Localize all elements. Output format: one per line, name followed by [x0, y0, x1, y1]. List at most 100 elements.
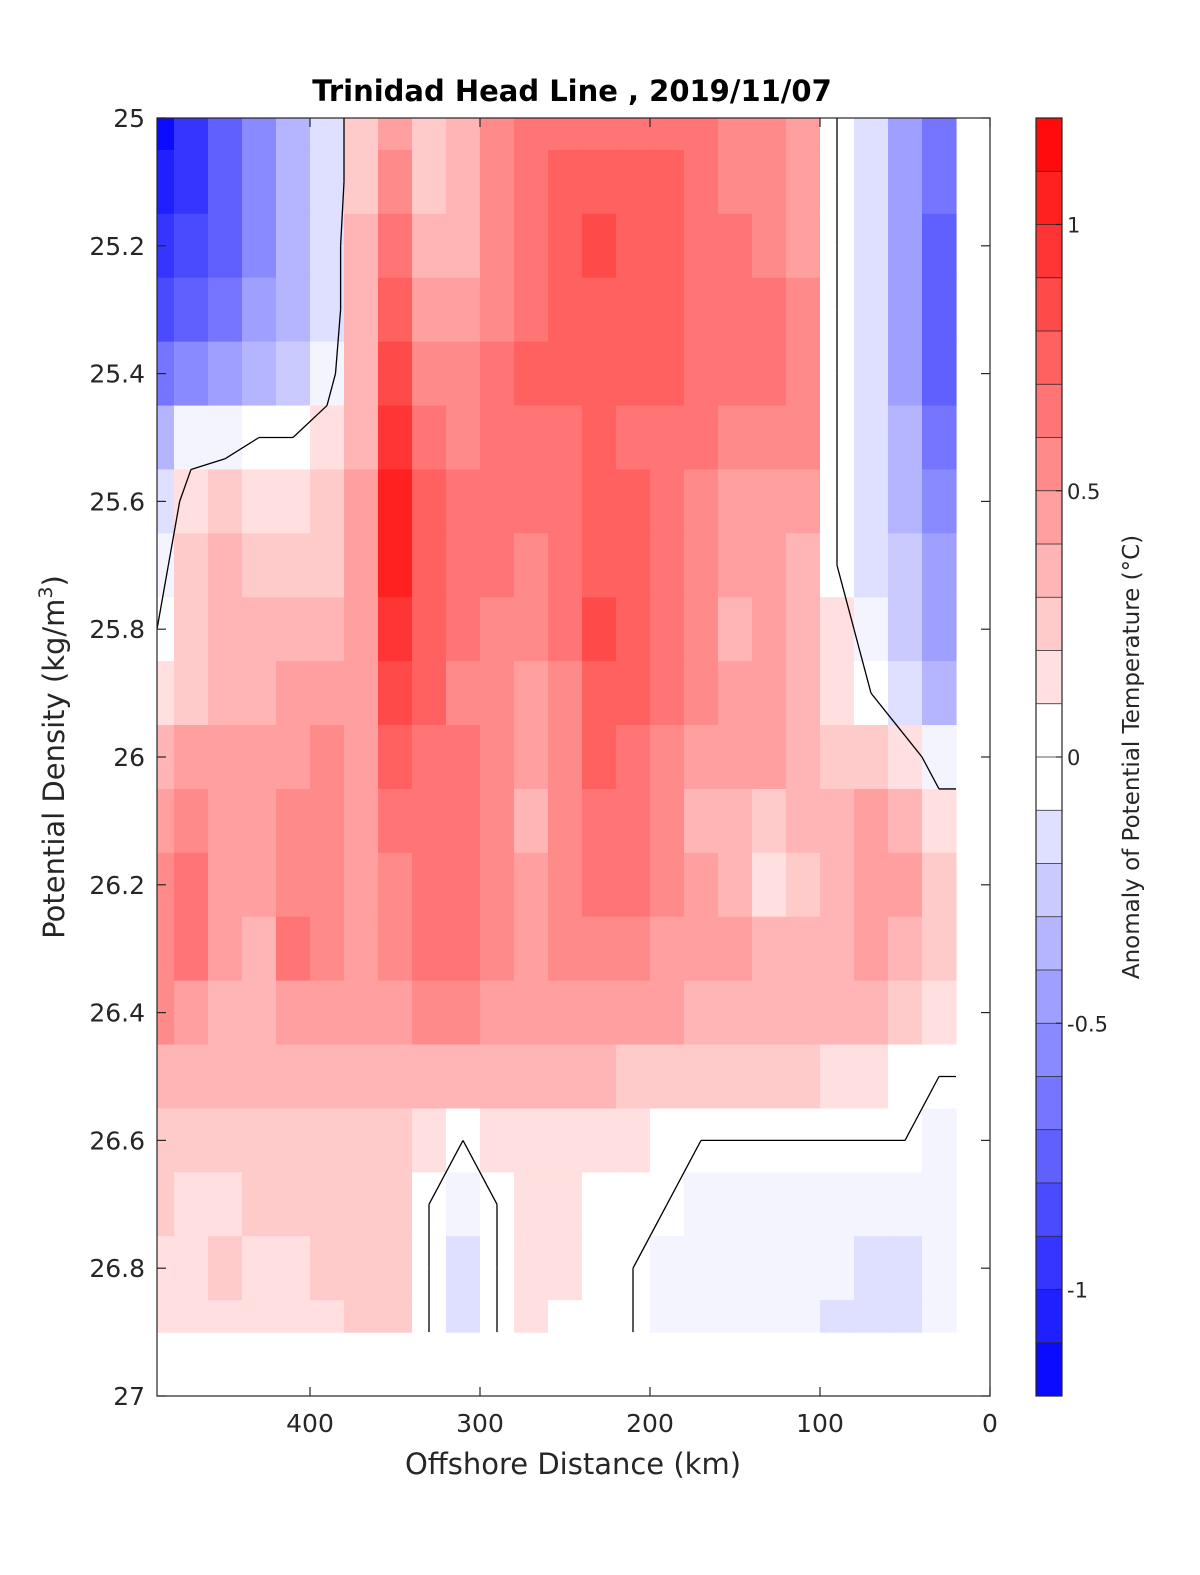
anomaly-cell: [378, 405, 413, 471]
anomaly-cell: [412, 277, 447, 343]
anomaly-cell: [684, 725, 719, 790]
anomaly-cell: [650, 405, 685, 471]
colorbar-band: [1036, 1023, 1062, 1077]
anomaly-cell: [310, 1236, 345, 1301]
anomaly-cell: [947, 405, 957, 471]
anomaly-cell: [344, 118, 379, 151]
anomaly-cell: [548, 149, 583, 215]
anomaly-cell: [922, 788, 949, 854]
anomaly-cell: [616, 213, 651, 279]
anomaly-cell: [378, 852, 413, 918]
anomaly-cell: [310, 788, 345, 854]
anomaly-cell: [378, 118, 413, 151]
zero-contour-segment: [904, 735, 923, 758]
anomaly-cell: [947, 1236, 957, 1301]
anomaly-cell: [582, 916, 617, 982]
anomaly-cell: [480, 341, 515, 407]
anomaly-cell: [344, 213, 379, 279]
anomaly-cell: [718, 1236, 753, 1301]
anomaly-cell: [650, 980, 685, 1046]
anomaly-cell: [310, 1044, 345, 1110]
anomaly-cell: [157, 916, 175, 982]
anomaly-cell: [650, 213, 685, 279]
anomaly-cell: [650, 725, 685, 790]
plot-area: [156, 117, 991, 1397]
anomaly-cell: [888, 1172, 923, 1237]
colorbar-band: [1036, 916, 1062, 971]
anomaly-cell: [480, 916, 515, 982]
colorbar-band: [1036, 970, 1062, 1024]
colorbar-band: [1036, 1076, 1062, 1131]
anomaly-cell: [786, 916, 821, 982]
colorbar-band: [1036, 1183, 1062, 1237]
anomaly-cell: [752, 597, 787, 662]
anomaly-cell: [548, 1300, 583, 1333]
anomaly-cell: [276, 916, 311, 982]
anomaly-cell: [820, 916, 855, 982]
anomaly-cell: [684, 533, 719, 598]
anomaly-cell: [548, 1236, 583, 1301]
anomaly-cell: [616, 980, 651, 1046]
colorbar-band: [1036, 384, 1062, 438]
anomaly-cell: [446, 149, 481, 215]
anomaly-cell: [922, 533, 949, 598]
anomaly-cell: [752, 788, 787, 854]
colorbar-band: [1036, 1342, 1062, 1397]
anomaly-cell: [208, 213, 243, 279]
anomaly-cell: [616, 1044, 651, 1110]
anomaly-cell: [378, 1044, 413, 1110]
anomaly-cell: [446, 1300, 481, 1333]
anomaly-cell: [718, 852, 753, 918]
anomaly-cell: [344, 661, 379, 726]
anomaly-cell: [446, 1172, 481, 1237]
anomaly-cell: [378, 341, 413, 407]
anomaly-cell: [752, 1300, 787, 1333]
chart-title: Trinidad Head Line , 2019/11/07: [312, 74, 832, 108]
anomaly-cell: [174, 597, 209, 662]
colorbar-band: [1036, 171, 1062, 225]
anomaly-cell: [174, 405, 209, 471]
anomaly-cell: [582, 852, 617, 918]
anomaly-cell: [548, 725, 583, 790]
anomaly-field: [157, 118, 957, 1333]
anomaly-cell: [276, 533, 311, 598]
anomaly-cell: [242, 149, 277, 215]
anomaly-cell: [684, 788, 719, 854]
zero-contour-segment: [179, 469, 192, 502]
anomaly-cell: [174, 980, 209, 1046]
anomaly-cell: [922, 1108, 949, 1173]
anomaly-cell: [446, 405, 481, 471]
anomaly-cell: [344, 1236, 379, 1301]
anomaly-cell: [718, 1172, 753, 1237]
anomaly-cell: [888, 533, 923, 598]
anomaly-cell: [854, 277, 889, 343]
anomaly-cell: [616, 1108, 651, 1173]
anomaly-cell: [344, 980, 379, 1046]
anomaly-cell: [854, 405, 889, 471]
anomaly-cell: [480, 661, 515, 726]
anomaly-cell: [514, 533, 549, 598]
anomaly-cell: [514, 277, 549, 343]
anomaly-cell: [208, 916, 243, 982]
anomaly-cell: [514, 1300, 549, 1333]
anomaly-cell: [947, 1300, 957, 1333]
anomaly-cell: [208, 341, 243, 407]
anomaly-cell: [786, 341, 821, 407]
anomaly-cell: [922, 341, 949, 407]
anomaly-cell: [786, 852, 821, 918]
anomaly-cell: [310, 980, 345, 1046]
anomaly-cell: [582, 1236, 617, 1301]
anomaly-cell: [888, 916, 923, 982]
anomaly-cell: [582, 1108, 617, 1173]
anomaly-cell: [344, 277, 379, 343]
anomaly-cell: [548, 916, 583, 982]
anomaly-cell: [480, 597, 515, 662]
anomaly-cell: [208, 277, 243, 343]
anomaly-cell: [888, 469, 923, 534]
anomaly-cell: [174, 725, 209, 790]
anomaly-cell: [582, 149, 617, 215]
anomaly-cell: [650, 469, 685, 534]
anomaly-cell: [412, 597, 447, 662]
anomaly-cell: [480, 852, 515, 918]
anomaly-cell: [446, 661, 481, 726]
